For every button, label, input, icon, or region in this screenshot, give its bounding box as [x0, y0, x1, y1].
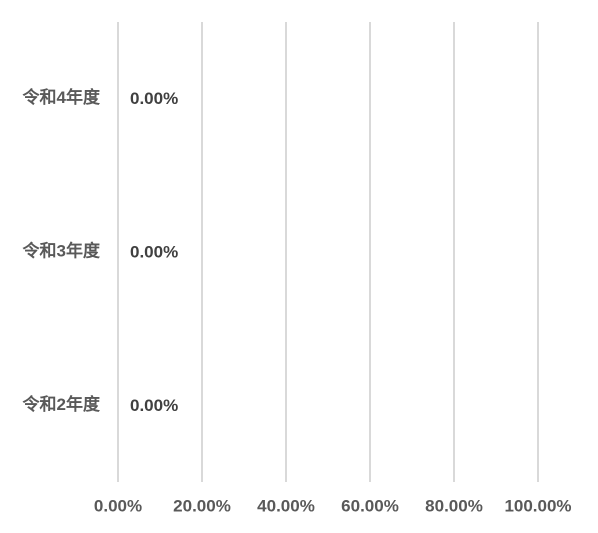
- x-tick-label: 40.00%: [257, 496, 315, 515]
- data-label: 0.00%: [130, 396, 178, 415]
- data-label: 0.00%: [130, 89, 178, 108]
- x-tick-label: 80.00%: [425, 496, 483, 515]
- y-tick-label: 令和2年度: [23, 394, 101, 414]
- y-tick-label: 令和3年度: [23, 240, 101, 260]
- y-tick-label: 令和4年度: [23, 87, 101, 107]
- x-tick-label: 0.00%: [94, 496, 142, 515]
- x-tick-label: 100.00%: [504, 496, 571, 515]
- x-tick-label: 20.00%: [173, 496, 231, 515]
- x-tick-label: 60.00%: [341, 496, 399, 515]
- data-label: 0.00%: [130, 242, 178, 261]
